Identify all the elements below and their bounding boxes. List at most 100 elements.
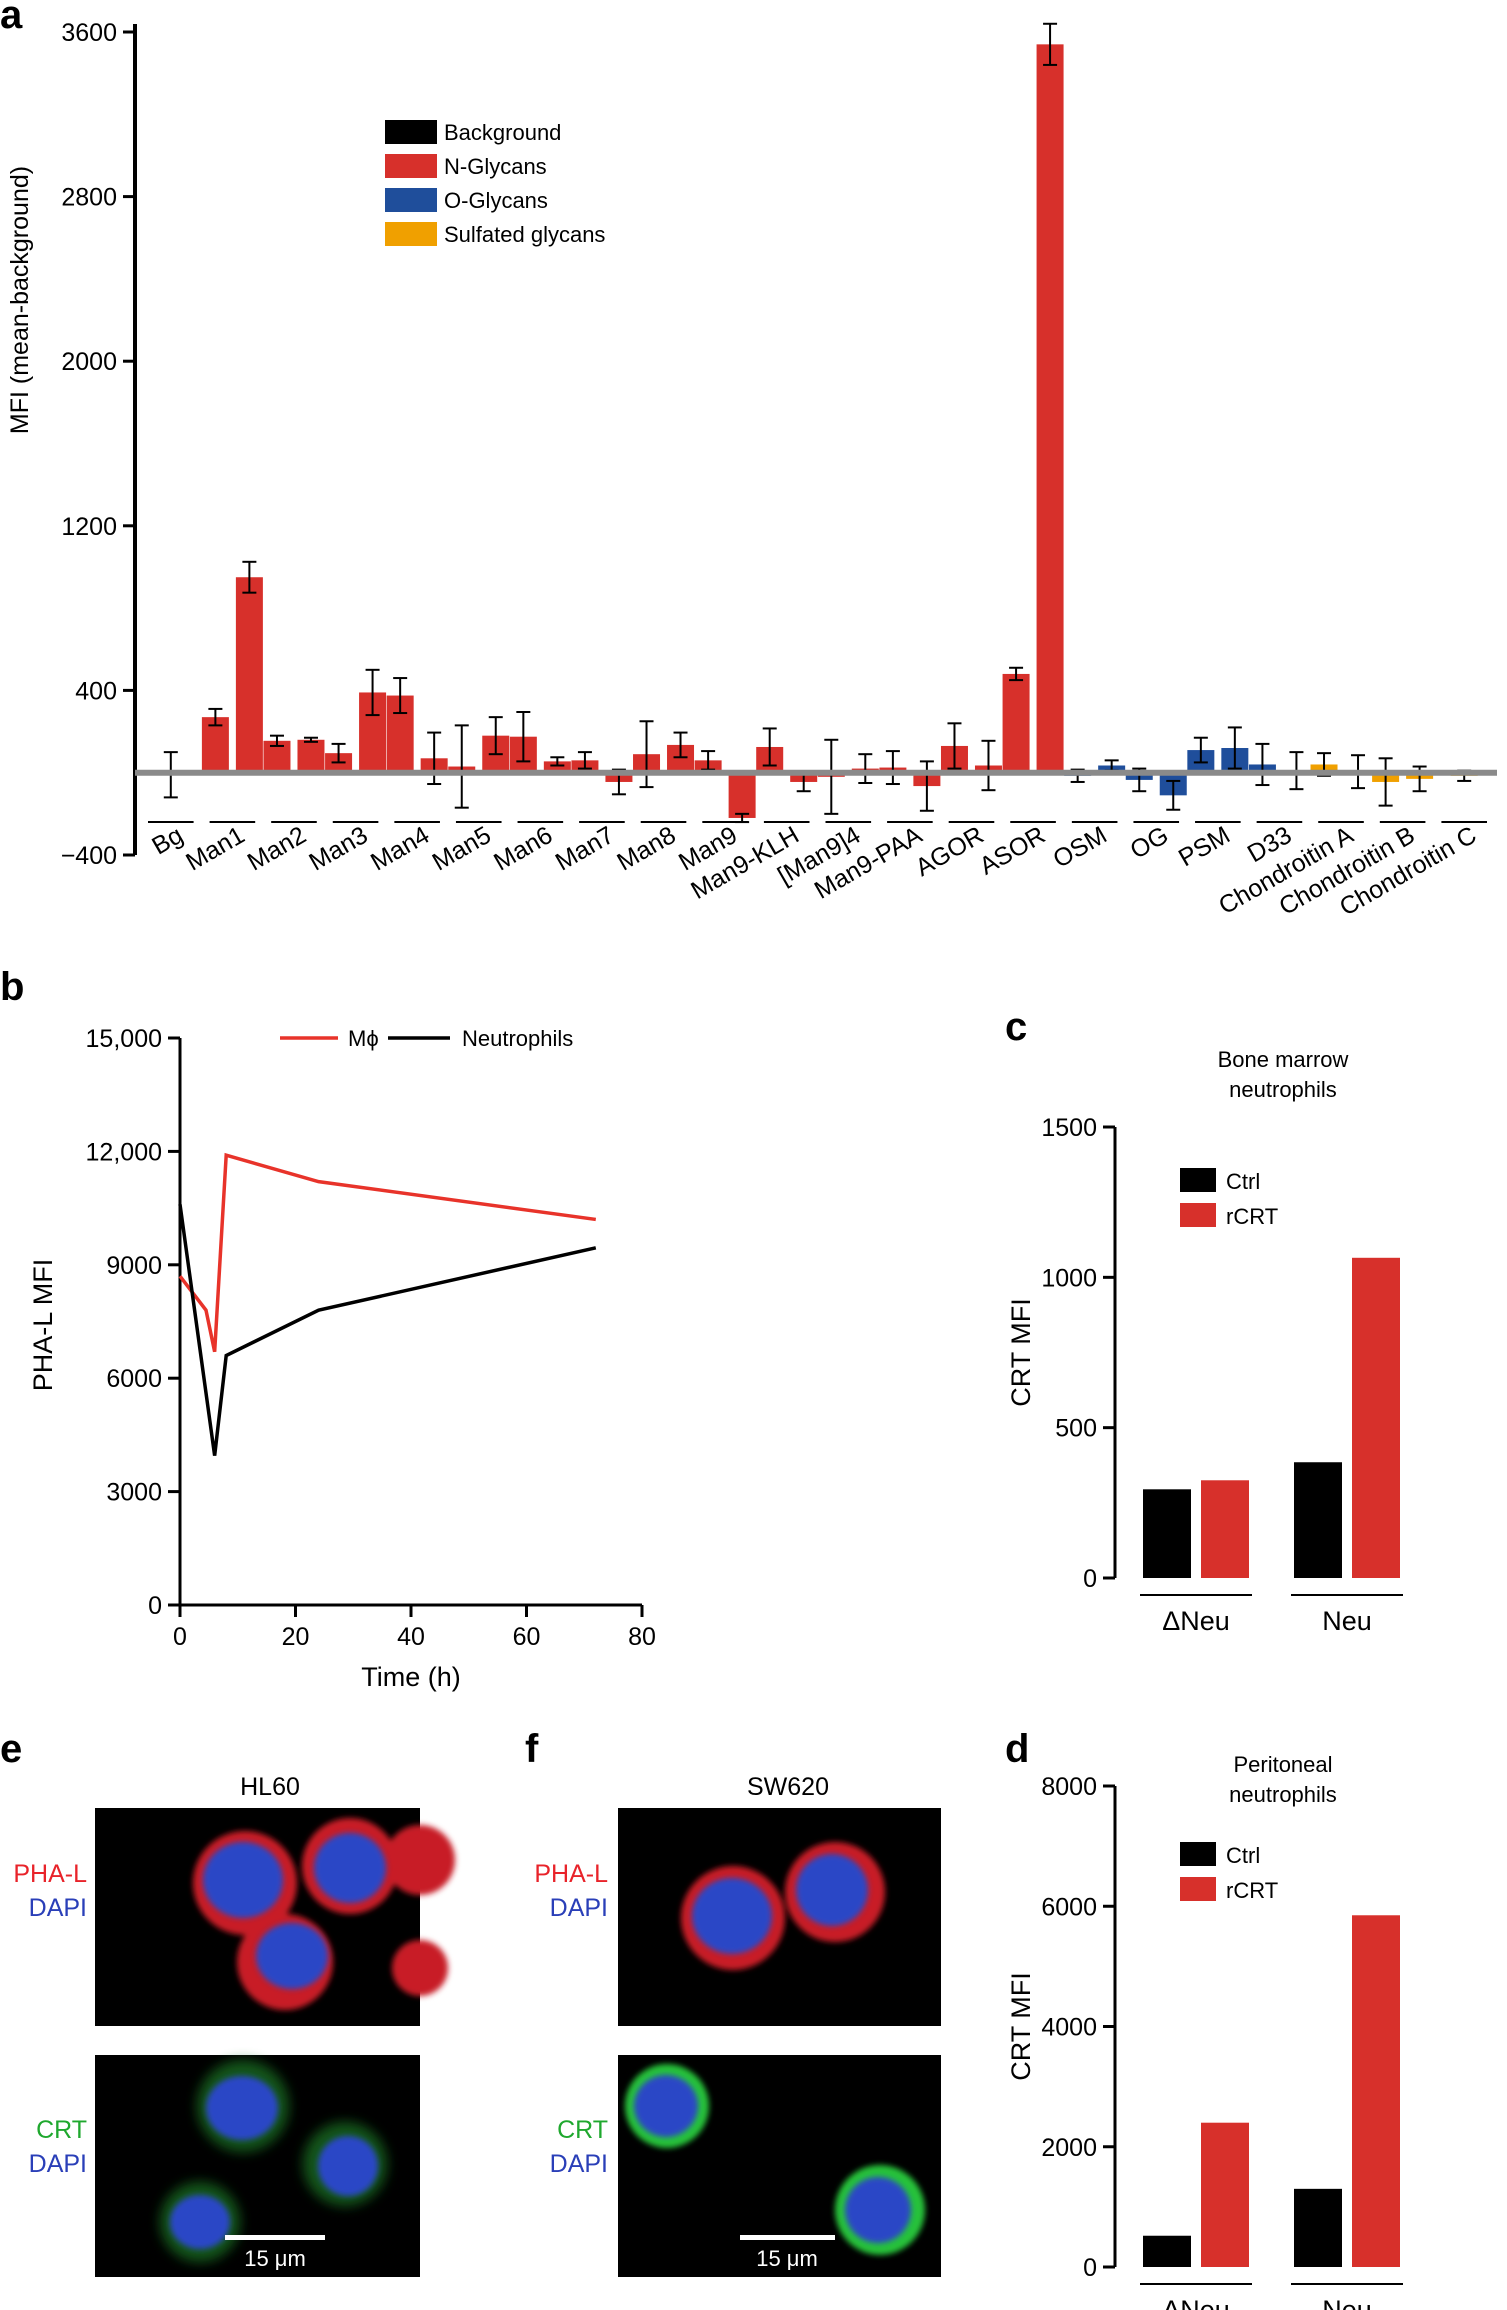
c-bar-rcrt-1 (1352, 1257, 1400, 1578)
f-top-label-dapi: DAPI (550, 1894, 608, 1922)
a-legend: Background N-Glycans O-Glycans Sulfated gly… (385, 120, 605, 247)
d-legend-label: Ctrl (1226, 1843, 1260, 1868)
b-x-tick-label: 0 (173, 1623, 187, 1651)
c-y-axis-label: CRT MFI (1006, 1298, 1036, 1407)
d-title-line2: neutrophils (1229, 1782, 1337, 1807)
a-bar-Man2 (297, 739, 325, 773)
c-category-label: ΔNeu (1162, 1606, 1230, 1636)
c-y-tick-label: 1000 (1041, 1264, 1097, 1292)
c-bar-rcrt-0 (1201, 1480, 1249, 1578)
b-x-tick-label: 80 (628, 1623, 656, 1651)
d-legend-swatch (1180, 1842, 1216, 1866)
a-category-label: Man4 (366, 821, 434, 877)
a-y-tick-label: 3600 (61, 19, 117, 47)
a-legend-swatch (385, 120, 437, 144)
d-y-tick-label: 8000 (1041, 1773, 1097, 1801)
a-category-label: Man8 (612, 821, 680, 877)
c-legend-swatch (1180, 1168, 1216, 1192)
b-series-neutrophils (178, 1204, 597, 1456)
panel-label-d: d (1005, 1727, 1029, 1771)
a-category-label: OSM (1048, 821, 1111, 874)
a-category-label: Man5 (428, 821, 496, 877)
a-category-label: Man2 (243, 821, 311, 877)
chart-c-bone-marrow: Bone marrow neutrophils 1500 1000 500 0 CRT MF… (1006, 1047, 1403, 1636)
d-legend-label: rCRT (1226, 1878, 1278, 1903)
d-y-tick-label: 6000 (1041, 1893, 1097, 1921)
f-bottom-label-dapi: DAPI (550, 2150, 608, 2178)
b-x-tick-label: 20 (282, 1623, 310, 1651)
panel-label-b: b (0, 965, 24, 1009)
d-title-line1: Peritoneal (1233, 1752, 1332, 1777)
a-legend-label: O-Glycans (444, 188, 548, 213)
f-bottom-label-crt: CRT (557, 2116, 608, 2144)
a-bar-Man1 (235, 577, 263, 773)
d-bar-rcrt-0 (1201, 2122, 1249, 2267)
micrograph-e-bottom: 15 μm (95, 2055, 420, 2277)
a-legend-swatch (385, 188, 437, 212)
micrograph-f-top (618, 1808, 941, 2026)
d-y-axis-label: CRT MFI (1006, 1972, 1036, 2081)
a-bar-Man9 (728, 772, 756, 818)
a-category-label: ASOR (975, 821, 1050, 881)
d-y-tick-label: 2000 (1041, 2134, 1097, 2162)
scale-bar-f: 15 μm (756, 2246, 818, 2271)
a-bar-Man1 (201, 717, 229, 773)
a-y-tick-label: 1200 (61, 513, 117, 541)
micrograph-e-title: HL60 (240, 1773, 300, 1801)
a-category-label: AGOR (911, 821, 989, 882)
a-category-label: Man3 (304, 821, 372, 877)
chart-b-pha-l-timecourse: 15,000 12,000 9000 6000 3000 00 20 40 60 80 Time (… (28, 1025, 656, 1692)
c-y-tick-label: 0 (1083, 1565, 1097, 1593)
d-y-tick-label: 0 (1083, 2254, 1097, 2282)
b-y-tick-label: 0 (148, 1592, 162, 1620)
e-top-label-pha-l: PHA-L (13, 1860, 87, 1888)
a-category-label: OG (1126, 821, 1174, 865)
panel-label-f: f (525, 1727, 539, 1771)
a-bar-ASOR (1036, 44, 1064, 773)
a-bar-ASOR (1002, 673, 1030, 773)
e-bottom-label-dapi: DAPI (29, 2150, 87, 2178)
a-y-tick-label: 2000 (61, 348, 117, 376)
b-x-tick-label: 60 (513, 1623, 541, 1651)
b-legend-label-macrophage: Mϕ (348, 1026, 379, 1051)
c-y-tick-label: 1500 (1041, 1114, 1097, 1142)
chart-a-glycan-array: 3600 2800 2000 1200 400 −400 MFI (mean-backgro… (6, 19, 1497, 922)
a-legend-label: Sulfated glycans (444, 222, 605, 247)
a-legend-swatch (385, 222, 437, 246)
a-category-label: Man7 (551, 821, 619, 877)
b-series-macrophage (178, 1152, 597, 1353)
micrograph-e-top (95, 1808, 455, 2026)
c-legend-label: Ctrl (1226, 1169, 1260, 1194)
c-legend-swatch (1180, 1203, 1216, 1227)
a-y-axis-label: MFI (mean-background) (6, 166, 34, 434)
a-legend-label: Background (444, 120, 561, 145)
b-y-tick-label: 12,000 (86, 1138, 162, 1166)
b-legend-label-neutrophils: Neutrophils (462, 1026, 573, 1051)
b-x-axis-label: Time (h) (361, 1662, 461, 1692)
c-bar-ctrl-0 (1143, 1489, 1191, 1578)
b-y-axis-label: PHA-L MFI (28, 1259, 58, 1392)
d-category-label: ΔNeu (1162, 2295, 1230, 2310)
c-bar-ctrl-1 (1294, 1462, 1342, 1578)
c-category-label: Neu (1322, 1606, 1372, 1636)
micrograph-f-bottom: 15 μm (618, 2055, 941, 2277)
d-category-label: Neu (1322, 2295, 1372, 2310)
a-category-label: Man6 (489, 821, 557, 877)
micrograph-f-title: SW620 (747, 1773, 829, 1801)
e-bottom-label-crt: CRT (36, 2116, 87, 2144)
a-legend-swatch (385, 154, 437, 178)
a-legend-label: N-Glycans (444, 154, 547, 179)
a-category-label: Man1 (181, 821, 249, 877)
d-y-tick-label: 4000 (1041, 2014, 1097, 2042)
b-y-tick-label: 15,000 (86, 1025, 162, 1053)
b-y-tick-label: 3000 (106, 1479, 162, 1507)
d-bar-rcrt-1 (1352, 1915, 1400, 2267)
f-top-label-pha-l: PHA-L (534, 1860, 608, 1888)
a-bar-Man6 (543, 761, 571, 773)
a-y-tick-label: 400 (75, 677, 117, 705)
b-y-tick-label: 9000 (106, 1252, 162, 1280)
panel-label-a: a (0, 0, 23, 37)
scale-bar-e: 15 μm (244, 2246, 306, 2271)
a-y-tick-label: −400 (61, 842, 117, 870)
